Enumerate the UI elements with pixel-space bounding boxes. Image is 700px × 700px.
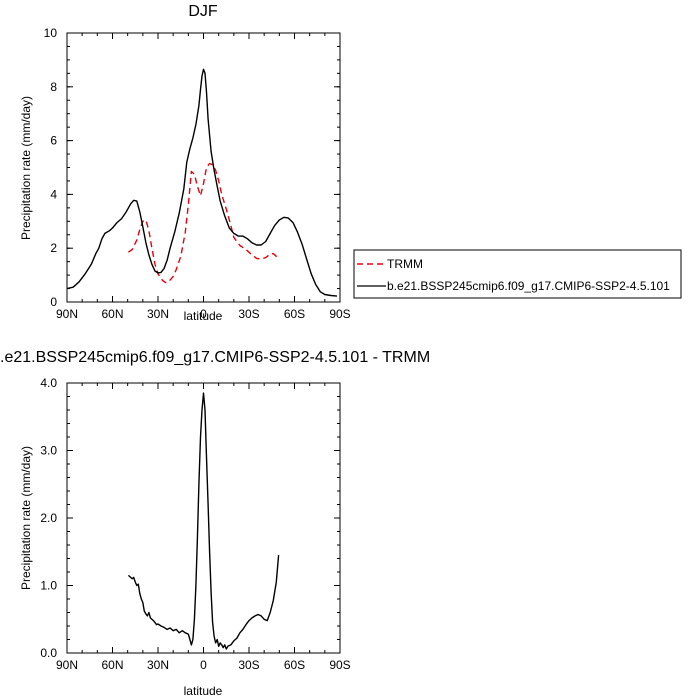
top-chart-x-tick-label: 60N [101, 307, 123, 321]
top-chart-x-tick-label: 30N [147, 307, 169, 321]
top-chart-x-tick-label: 90N [56, 307, 78, 321]
top-chart-series-line-1 [66, 68, 338, 297]
top-chart-y-tick-label: 8 [50, 80, 57, 94]
top-chart-x-tick-label: 0 [200, 307, 207, 321]
bottom-chart-x-tick-label: 90S [329, 658, 350, 672]
bottom-chart-x-tick-label: 0 [200, 658, 207, 672]
top-chart-y-tick-label: 2 [50, 241, 57, 255]
top-chart-plot-area: 90N 60N 30N 0 30S 60S 90S 0 2 4 6 8 10 [44, 26, 351, 321]
bottom-chart-plot-area: 90N 60N 30N 0 30S 60S 90S 0.0 1.0 2.0 3.0 4.0 [40, 376, 350, 672]
bottom-chart-x-tick-label: 60N [101, 658, 123, 672]
bottom-chart-x-tick-label: 60S [284, 658, 305, 672]
bottom-chart-y-tick-label: 3.0 [40, 444, 57, 458]
bottom-chart-y-tick-label: 4.0 [40, 376, 57, 390]
legend-label-trmm: TRMM [387, 257, 423, 271]
top-chart-x-tick-label: 30S [238, 307, 259, 321]
bottom-chart-y-axis-label: Precipitation rate (mm/day) [19, 446, 33, 590]
bottom-chart-x-tick-label: 30N [147, 658, 169, 672]
top-chart-x-tick-label: 90S [329, 307, 350, 321]
top-chart-x-axis-label: latitude [184, 309, 223, 323]
bottom-chart-y-tick-label: 2.0 [40, 511, 57, 525]
top-chart-legend: TRMM b.e21.BSSP245cmip6.f09_g17.CMIP6-SS… [353, 249, 682, 299]
bottom-chart-x-axis-label: latitude [184, 684, 223, 698]
top-chart-y-tick-label: 0 [50, 295, 57, 309]
top-chart-x-tick-label: 60S [284, 307, 305, 321]
bottom-chart: .e21.BSSP245cmip6.f09_g17.CMIP6-SSP2-4.5… [0, 349, 430, 698]
top-chart-y-axis-label: Precipitation rate (mm/day) [19, 96, 33, 240]
top-chart-title: DJF [188, 3, 218, 20]
bottom-chart-frame [66, 382, 341, 654]
legend-box [353, 249, 682, 299]
bottom-chart-series-line-0 [127, 392, 280, 650]
bottom-chart-x-tick-label: 90N [56, 658, 78, 672]
top-chart-y-tick-label: 10 [44, 26, 58, 40]
bottom-chart-y-tick-label: 0.0 [40, 646, 57, 660]
legend-label-model: b.e21.BSSP245cmip6.f09_g17.CMIP6-SSP2-4.… [387, 279, 670, 293]
top-chart-y-tick-label: 6 [50, 134, 57, 148]
top-chart-y-tick-label: 4 [50, 187, 57, 201]
top-chart-frame [66, 32, 341, 303]
top-chart-series-line-0 [127, 162, 280, 284]
bottom-chart-title: .e21.BSSP245cmip6.f09_g17.CMIP6-SSP2-4.5… [0, 349, 430, 366]
bottom-chart-x-tick-label: 30S [238, 658, 259, 672]
bottom-chart-y-tick-label: 1.0 [40, 579, 57, 593]
